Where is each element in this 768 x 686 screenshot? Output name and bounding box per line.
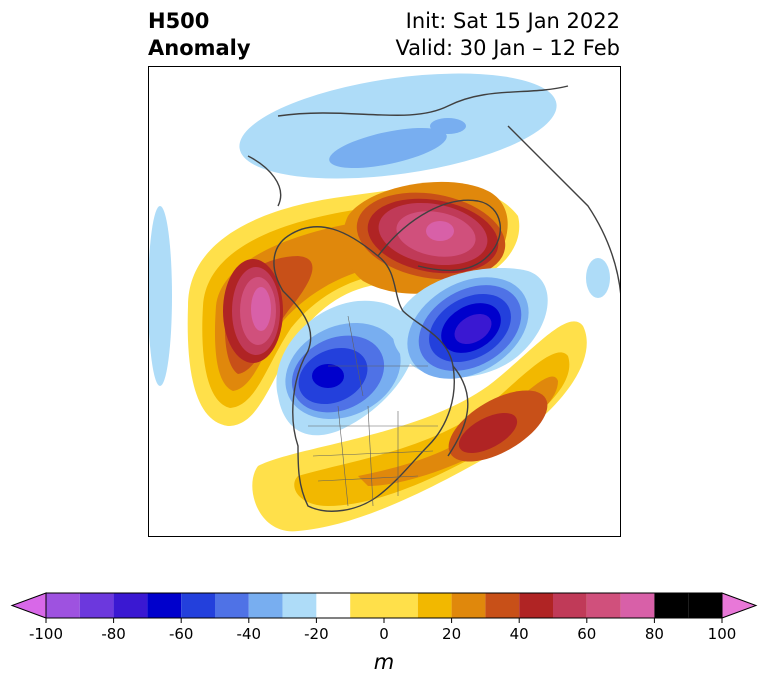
title-variable: H500 (148, 9, 210, 33)
anomaly-map (148, 66, 621, 537)
colorbar-tick-label: 20 (442, 625, 461, 643)
colorbar-segment (654, 593, 689, 618)
colorbar-segment (586, 593, 621, 618)
colorbar-segment (451, 593, 486, 618)
colorbar-tick-label: 60 (577, 625, 596, 643)
colorbar-tick-label: 0 (379, 625, 389, 643)
colorbar-segment (417, 593, 452, 618)
colorbar-segment (46, 593, 80, 618)
anomaly-east-edge-negative (586, 258, 610, 298)
anomaly-eurasia-negative (239, 73, 557, 179)
valid-period: Valid: 30 Jan – 12 Feb (395, 36, 620, 60)
colorbar-segment (553, 593, 587, 618)
colorbar-ticks: -100 -80 -60 -40 -20 0 20 40 60 80 100 (29, 618, 736, 643)
colorbar-tick-label: -80 (101, 625, 126, 643)
colorbar-tick-label: 80 (645, 625, 664, 643)
colorbar-segment (248, 593, 283, 618)
colorbar-unit-label: m (374, 650, 394, 674)
colorbar-segment (282, 593, 317, 618)
init-date: Init: Sat 15 Jan 2022 (405, 9, 620, 33)
colorbar-tick-label: -40 (237, 625, 262, 643)
anomaly-west-edge-negative (148, 206, 172, 386)
title-field: Anomaly (148, 36, 251, 60)
colorbar-segment (181, 593, 215, 618)
colorbar-tick-label: 100 (708, 625, 737, 643)
anomaly-greenland-positive (343, 181, 508, 294)
anomaly-eastern-us-positive (252, 321, 587, 532)
colorbar-segment (620, 593, 655, 618)
state-borders (308, 315, 438, 507)
colorbar: -100 -80 -60 -40 -20 0 20 40 60 80 100 m (10, 592, 758, 674)
colorbar-segment (350, 593, 418, 618)
map-title-right: Init: Sat 15 Jan 2022 Valid: 30 Jan – 12… (395, 8, 620, 62)
colorbar-extend-low (10, 592, 47, 619)
colorbar-extend-high (721, 592, 758, 619)
colorbar-segment (688, 593, 722, 618)
colorbar-tick-label: -100 (29, 625, 63, 643)
colorbar-tick-label: -20 (304, 625, 329, 643)
colorbar-segment (485, 593, 520, 618)
colorbar-segments (10, 592, 758, 619)
map-title-left: H500 Anomaly (148, 8, 251, 62)
colorbar-segment (316, 593, 351, 618)
colorbar-segment (519, 593, 553, 618)
coastlines (247, 85, 621, 512)
colorbar-segment (113, 593, 148, 618)
colorbar-tick-label: -60 (169, 625, 194, 643)
colorbar-segment (147, 593, 182, 618)
colorbar-segment (215, 593, 249, 618)
colorbar-tick-label: 40 (510, 625, 529, 643)
anomaly-atlantic-negative (393, 268, 548, 379)
colorbar-segment (79, 593, 114, 618)
